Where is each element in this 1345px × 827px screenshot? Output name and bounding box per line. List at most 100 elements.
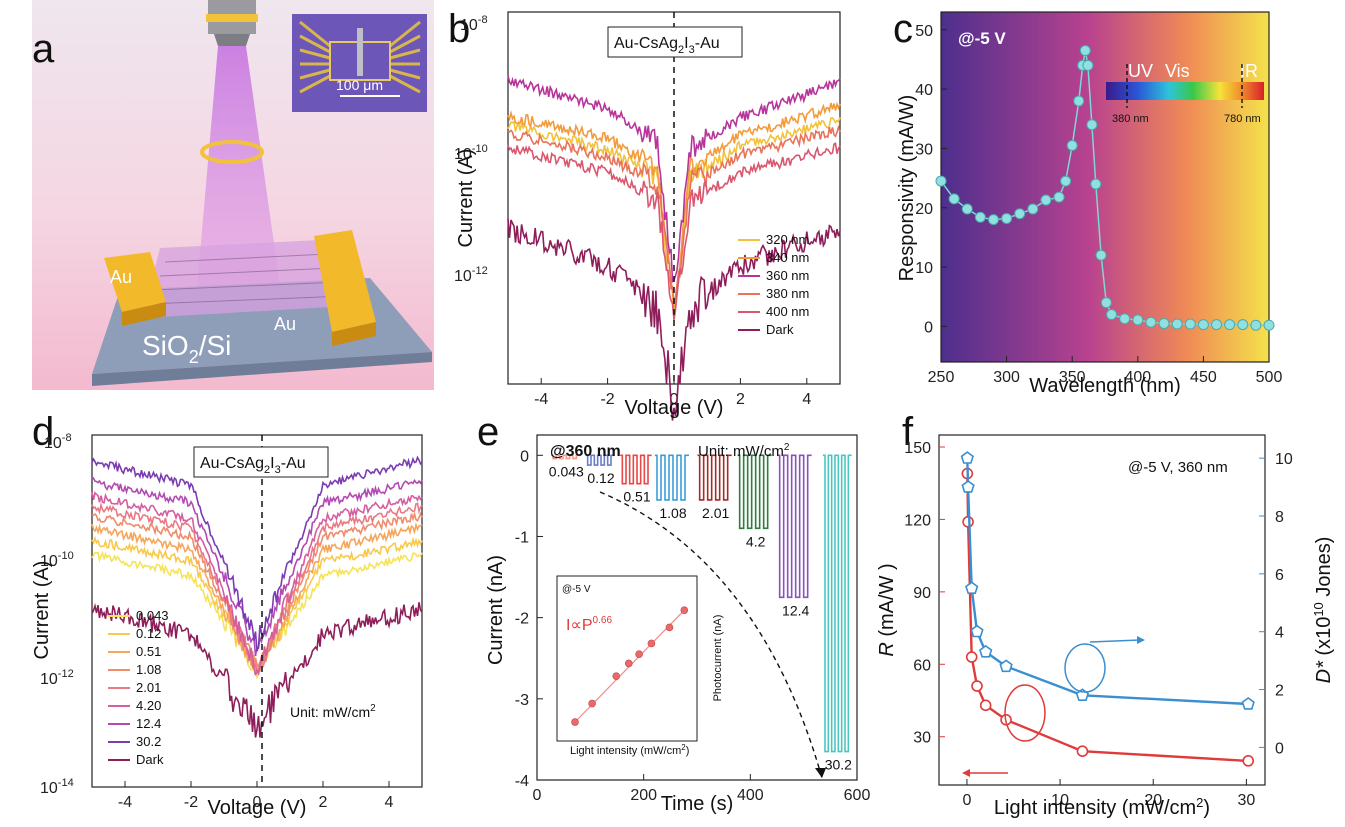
y-tick-label: 90 <box>913 585 931 602</box>
marker-780-label: 780 nm <box>1224 113 1261 125</box>
y-tick-label: 50 <box>915 23 933 40</box>
x-tick-label: 20 <box>1144 792 1162 809</box>
substrate-label: SiO2/Si <box>142 330 231 367</box>
legend-label: Dark <box>766 322 794 337</box>
data-point <box>1040 194 1052 206</box>
data-point <box>961 203 973 215</box>
y-tick-label: 30 <box>915 141 933 158</box>
inset-point <box>647 639 656 648</box>
data-point <box>1145 316 1157 328</box>
uv-label: UV <box>1128 61 1153 81</box>
pulse-trace-0.043 <box>550 454 580 460</box>
x-axis-ticks: 0 10 20 30 <box>962 779 1255 809</box>
pulse-label: 0.043 <box>549 464 584 480</box>
legend-label: Dark <box>136 752 164 767</box>
y-axis-label: Responsivity (mA/W) <box>896 95 918 282</box>
panel-label-a: a <box>32 27 55 71</box>
x-axis-label: Time (s) <box>661 793 734 815</box>
d-axis-arrow <box>1089 639 1141 643</box>
x-tick-label: 0 <box>253 794 262 811</box>
x-tick-label: 10 <box>1051 792 1069 809</box>
inset-annotation: @-5 V <box>562 584 591 595</box>
y-tick-label: 10-8 <box>460 14 488 34</box>
legend: 0.043 0.12 0.51 1.08 2.01 4.20 12.4 30.2 Dark <box>108 608 169 767</box>
series-line-4.20 <box>91 491 423 676</box>
plot-frame <box>938 434 1266 786</box>
electrode-left-side <box>122 302 166 326</box>
d-data-point <box>979 644 993 658</box>
panel-label-e: e <box>477 410 499 454</box>
data-point <box>1095 249 1107 261</box>
inset-frame <box>556 575 698 742</box>
data-point <box>987 214 999 226</box>
data-point <box>974 211 986 223</box>
x-tick-label: -4 <box>534 391 548 408</box>
legend-label: 0.043 <box>136 608 169 623</box>
spectrum-background <box>941 12 1269 362</box>
d-data-point <box>960 451 974 464</box>
r-data-point <box>965 651 978 663</box>
d-data-point <box>965 581 979 595</box>
series-group <box>935 45 1275 331</box>
x-axis-label: Voltage (V) <box>625 397 724 419</box>
scale-bar-label: 100 μm <box>336 77 383 93</box>
y-tick-label: 150 <box>904 440 931 457</box>
x-tick-label: -2 <box>184 794 198 811</box>
x-tick-label: -4 <box>118 794 132 811</box>
x-tick-label: 400 <box>1124 369 1151 386</box>
title-box <box>193 446 329 478</box>
light-source-nozzle <box>214 34 250 46</box>
legend-label: 0.51 <box>136 644 161 659</box>
x-tick-label: 600 <box>844 787 871 804</box>
series-group: 0.043 0.12 0.51 1.08 2.01 4.2 12.4 30.2 <box>549 454 852 773</box>
x-tick-label: 2 <box>319 794 328 811</box>
x-axis-label: Voltage (V) <box>208 797 307 819</box>
data-point <box>1086 119 1098 131</box>
legend-label: 1.08 <box>136 662 161 677</box>
x-axis-label: Light intensity (mW/cm2) <box>994 795 1210 819</box>
r-data-point <box>971 680 983 692</box>
inset-y-label: Photocurrent (nA) <box>712 615 724 702</box>
data-point <box>1197 319 1209 331</box>
series-line-R <box>966 473 1249 763</box>
data-point <box>1014 208 1026 220</box>
r-data-point <box>1242 755 1255 767</box>
data-point <box>1082 59 1094 71</box>
y-tick-label: -2 <box>515 611 529 628</box>
legend-label: 320 nm <box>766 232 809 247</box>
data-point <box>1090 178 1102 190</box>
inset-device-image: 100 μm <box>292 14 427 112</box>
vis-label: Vis <box>1165 61 1190 81</box>
inset-point <box>588 699 596 708</box>
x-tick-label: 0 <box>670 391 679 408</box>
legend-label: 12.4 <box>136 716 161 731</box>
x-tick-label: 300 <box>993 369 1020 386</box>
title-box <box>607 26 743 58</box>
y-axis-label: Current (A) <box>31 561 53 660</box>
x-tick-label: 0 <box>533 787 542 804</box>
y-tick-label: 10 <box>1275 451 1293 468</box>
y-tick-label: 20 <box>915 201 933 218</box>
inset-x-label: Light intensity (mW/cm2) <box>570 743 689 757</box>
data-point <box>1184 318 1196 330</box>
trend-arrow-head <box>815 768 826 778</box>
series-group <box>91 455 423 738</box>
data-point <box>1263 319 1275 331</box>
condition-annotation: @-5 V, 360 nm <box>1128 459 1228 476</box>
panel-d-chart: -4 -2 0 2 4 10-8 10-10 10-12 10-14 Au-CsAg2I… <box>31 432 423 819</box>
y-tick-label: -3 <box>515 692 529 709</box>
d-data-point <box>1241 697 1255 710</box>
x-tick-label: 200 <box>630 787 657 804</box>
left-y-axis-ticks: 30 60 90 120 150 <box>904 440 945 747</box>
y-tick-label: 60 <box>913 657 931 674</box>
y-tick-label: 10-8 <box>44 432 72 452</box>
y-tick-label: 10-14 <box>40 777 74 797</box>
r-data-point <box>1076 745 1089 758</box>
y-tick-label: 0 <box>1275 740 1284 757</box>
d-data-point <box>961 480 975 493</box>
pulse-label: 30.2 <box>825 757 852 773</box>
pulse-trace-1.08 <box>654 454 689 501</box>
light-source-band <box>206 14 258 22</box>
series-line-D <box>966 458 1249 706</box>
